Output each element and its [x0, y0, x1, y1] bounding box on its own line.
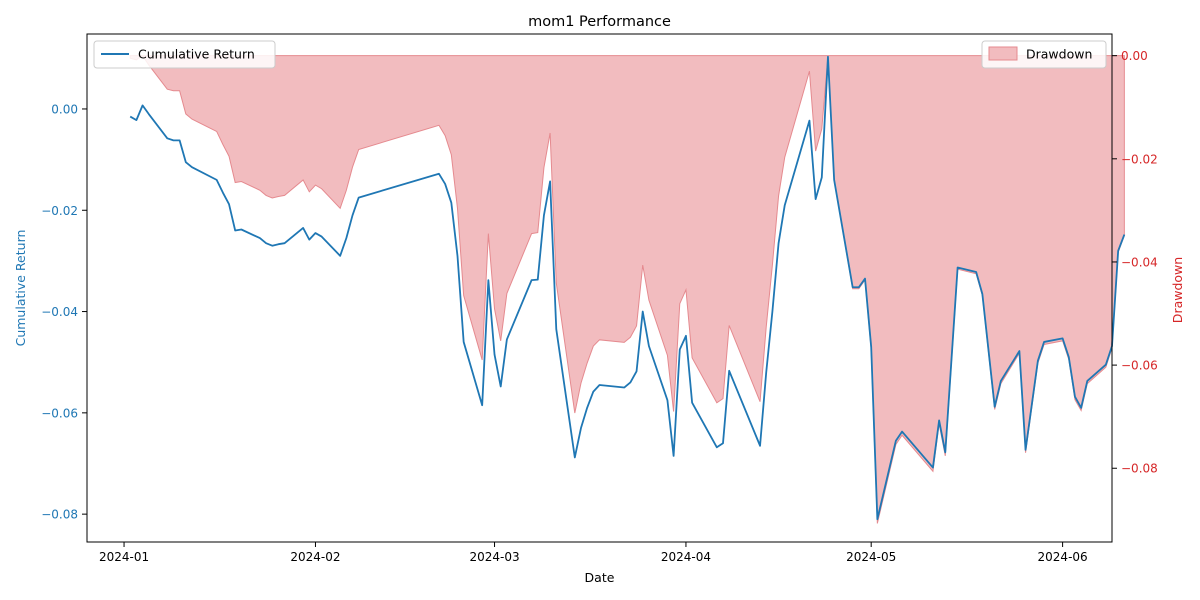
y-right-tick-label: −0.06 [1121, 359, 1158, 373]
y-right-tick-label: −0.02 [1121, 152, 1158, 166]
y-right-tick-label: −0.08 [1121, 462, 1158, 476]
y-left-tick-label: −0.06 [41, 406, 78, 420]
y-axis-right: 0.00 −0.02 −0.04 −0.06 −0.08 [1112, 49, 1158, 476]
x-tick-label: 2024-01 [99, 550, 149, 564]
legend-cumulative-label: Cumulative Return [138, 47, 255, 62]
y-left-tick-label: −0.08 [41, 508, 78, 522]
y-right-tick-label: −0.04 [1121, 255, 1158, 269]
x-axis: 2024-01 2024-02 2024-03 2024-04 2024-05 2024-… [99, 542, 1088, 564]
cumulative-return-line-layer [129, 55, 1126, 521]
y-axis-left-title: Cumulative Return [13, 230, 28, 347]
cumulative-return-line [129, 55, 1126, 521]
y-left-tick-label: −0.02 [41, 204, 78, 218]
y-left-tick-label: −0.04 [41, 305, 78, 319]
legend-cumulative-box [93, 40, 276, 69]
x-tick-label: 2024-04 [661, 550, 711, 564]
y-left-tick-label: 0.00 [51, 102, 78, 116]
plot-area [86, 33, 1126, 543]
x-tick-label: 2024-06 [1038, 550, 1088, 564]
legend-drawdown-swatch [988, 46, 1018, 61]
chart-title: mom1 Performance [528, 14, 671, 30]
x-tick-label: 2024-03 [469, 550, 519, 564]
x-tick-label: 2024-05 [846, 550, 896, 564]
y-right-tick-label: 0.00 [1121, 49, 1148, 63]
legend-cumulative: Cumulative Return [93, 40, 276, 69]
x-tick-label: 2024-02 [290, 550, 340, 564]
x-axis-title: Date [585, 570, 615, 585]
y-axis-left: 0.00 −0.02 −0.04 −0.06 −0.08 [41, 102, 87, 522]
plot-frame [86, 33, 1113, 543]
legend-drawdown: Drawdown [981, 40, 1107, 69]
legend-drawdown-label: Drawdown [1026, 47, 1092, 62]
y-axis-right-title: Drawdown [1170, 257, 1185, 323]
